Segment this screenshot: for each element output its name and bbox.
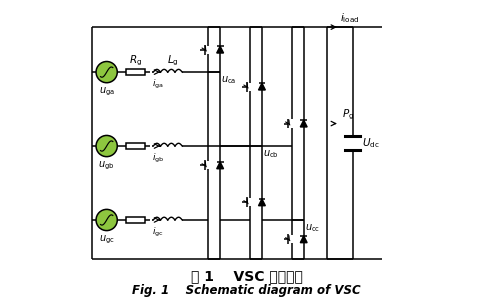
- Text: $i_{\rm load}$: $i_{\rm load}$: [340, 12, 360, 26]
- Text: Fig. 1    Schematic diagram of VSC: Fig. 1 Schematic diagram of VSC: [132, 284, 361, 297]
- Text: $i_{\rm ga}$: $i_{\rm ga}$: [152, 78, 164, 91]
- Polygon shape: [258, 83, 265, 90]
- Text: 图 1    VSC 系统结构: 图 1 VSC 系统结构: [191, 269, 302, 283]
- Circle shape: [96, 135, 117, 157]
- Text: $u_{\rm gc}$: $u_{\rm gc}$: [99, 233, 114, 246]
- FancyBboxPatch shape: [126, 143, 145, 149]
- Text: $i_{\rm gc}$: $i_{\rm gc}$: [152, 225, 164, 239]
- Text: $P_{\rm g}$: $P_{\rm g}$: [342, 107, 354, 122]
- Text: $R_{\rm g}$: $R_{\rm g}$: [129, 53, 142, 68]
- Text: $u_{\rm cc}$: $u_{\rm cc}$: [305, 223, 320, 234]
- Text: $i_{\rm gb}$: $i_{\rm gb}$: [152, 152, 164, 165]
- FancyBboxPatch shape: [126, 69, 145, 75]
- Text: $U_{\rm dc}$: $U_{\rm dc}$: [361, 136, 379, 150]
- Circle shape: [96, 209, 117, 231]
- Text: $u_{\rm ga}$: $u_{\rm ga}$: [99, 85, 115, 98]
- Text: $u_{\rm gb}$: $u_{\rm gb}$: [99, 160, 115, 172]
- Polygon shape: [217, 162, 223, 169]
- Text: $L_{\rm g}$: $L_{\rm g}$: [167, 53, 178, 68]
- Polygon shape: [300, 236, 307, 243]
- FancyBboxPatch shape: [126, 217, 145, 223]
- Polygon shape: [258, 199, 265, 206]
- Text: $u_{\rm ca}$: $u_{\rm ca}$: [221, 75, 237, 86]
- Text: $u_{\rm cb}$: $u_{\rm cb}$: [263, 148, 279, 160]
- Polygon shape: [217, 46, 223, 53]
- Polygon shape: [300, 120, 307, 127]
- Circle shape: [96, 61, 117, 83]
